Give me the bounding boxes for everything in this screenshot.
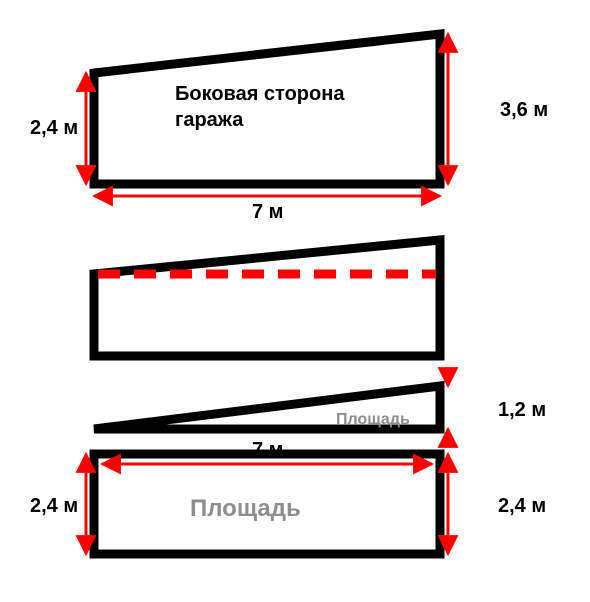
triangle-label: Площадь: [336, 411, 410, 428]
bottom-dim-top-label: 7 м: [252, 439, 283, 461]
top-trapezoid: [94, 34, 440, 184]
bottom-dim-right-label: 2,4 м: [498, 495, 546, 517]
top-dim-bottom-label: 7 м: [252, 201, 283, 223]
top-label-line2: гаража: [175, 109, 244, 131]
middle-trapezoid: [94, 240, 440, 356]
top-label-line1: Боковая сторона: [175, 83, 345, 105]
top-dim-left-label: 2,4 м: [30, 117, 78, 139]
bottom-dim-left-label: 2,4 м: [30, 495, 78, 517]
triangle-dim-label: 1,2 м: [498, 399, 546, 421]
bottom-rect-label: Площадь: [190, 495, 301, 522]
top-dim-right-label: 3,6 м: [500, 99, 548, 121]
